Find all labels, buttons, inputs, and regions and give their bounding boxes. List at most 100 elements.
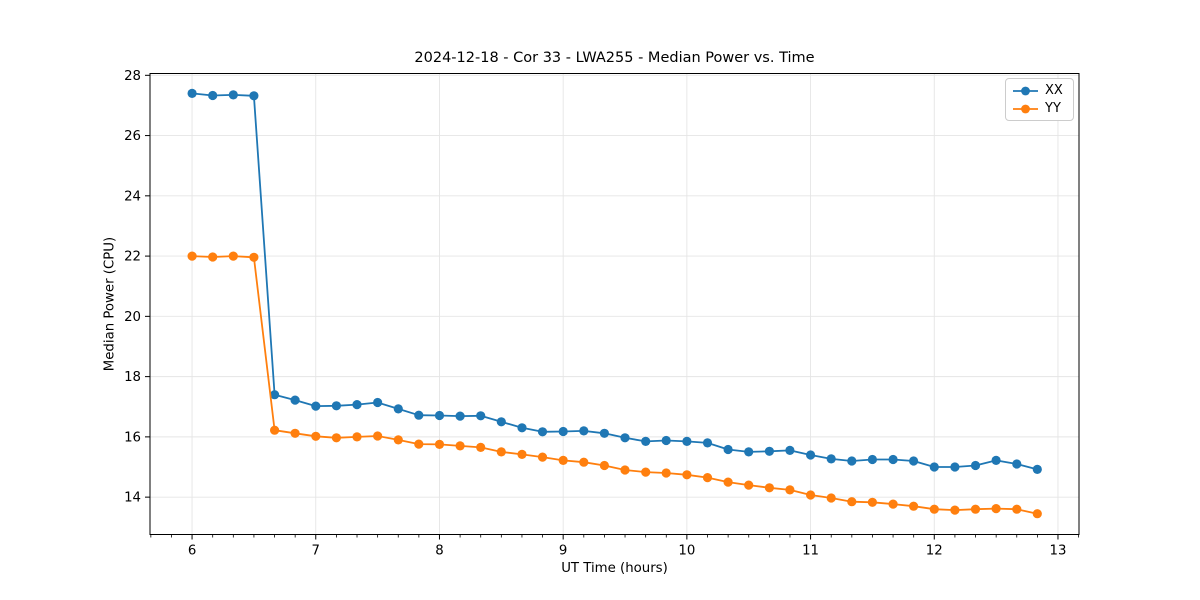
y-tick-label: 24: [124, 189, 141, 204]
y-tick-label: 20: [124, 310, 141, 325]
series-yy-point: [476, 442, 486, 452]
series-xx-point: [888, 454, 898, 465]
series-xx-point: [806, 450, 816, 460]
series-yy-point: [1032, 509, 1042, 519]
series-xx-point: [702, 438, 713, 448]
series-xx-point: [723, 444, 733, 455]
series-yy-point: [620, 465, 630, 475]
x-tick-label: 10: [678, 544, 695, 559]
series-yy-point: [579, 457, 589, 467]
series-yy-point: [352, 432, 362, 442]
series-xx-point: [352, 400, 362, 410]
series-yy-point: [950, 505, 960, 515]
series-xx-point: [1012, 459, 1022, 469]
y-tick-label: 18: [124, 370, 141, 385]
series-xx-point: [826, 454, 836, 464]
legend-item-yy: YY: [1013, 101, 1066, 116]
series-yy-point: [414, 439, 424, 449]
series-xx-point: [331, 401, 341, 411]
x-tick-label: 8: [435, 544, 443, 559]
series-yy-point: [331, 433, 341, 443]
series-xx-point: [579, 426, 589, 436]
x-axis-label: UT Time (hours): [561, 561, 668, 576]
series-yy-point: [744, 480, 754, 490]
series-yy-point: [970, 504, 981, 514]
chart-title: 2024-12-18 - Cor 33 - LWA255 - Median Po…: [414, 50, 815, 66]
series-yy-point: [517, 449, 527, 459]
legend: XX YY: [1005, 78, 1074, 121]
series-yy-point: [785, 485, 795, 495]
series-yy-point: [723, 477, 733, 487]
x-tick-label: 7: [312, 544, 320, 559]
series-xx-point: [373, 397, 383, 408]
series-xx-point: [764, 446, 775, 456]
legend-label-xx: XX: [1045, 83, 1063, 98]
x-tick-label: 6: [188, 544, 196, 559]
series-xx-point: [558, 426, 568, 437]
series-xx-point: [434, 410, 445, 421]
series-xx-point: [249, 91, 259, 101]
series-yy-line: [192, 255, 1038, 515]
series-yy-point: [929, 504, 939, 514]
y-tick-label: 16: [124, 430, 141, 445]
series-yy-point: [290, 428, 300, 438]
series-yy-point: [496, 447, 506, 457]
series-xx-line: [192, 92, 1038, 471]
series-xx-point: [290, 395, 300, 405]
series-xx-point: [228, 90, 238, 100]
series-xx-point: [311, 401, 321, 411]
series-yy-point: [187, 251, 197, 261]
series-yy-point: [228, 251, 238, 261]
series-xx-point: [682, 436, 692, 446]
series-xx-point: [1032, 464, 1042, 474]
series-yy-point: [434, 439, 445, 449]
series-yy-point: [847, 497, 857, 507]
series-xx-point: [393, 404, 403, 414]
series-yy-point: [641, 467, 651, 477]
series-yy-point: [311, 431, 321, 441]
series-xx-point: [270, 390, 280, 400]
series-xx-point: [414, 410, 424, 420]
series-xx-point: [496, 417, 506, 427]
series-xx-point: [785, 445, 795, 455]
series-xx-point: [517, 423, 527, 433]
series-yy-point: [682, 470, 692, 480]
series-yy-point: [393, 435, 403, 445]
series-yy-point: [661, 468, 671, 478]
series-yy-point: [826, 493, 836, 503]
series-xx-point: [208, 90, 218, 101]
series-xx-point: [455, 411, 465, 421]
series-xx-point: [641, 436, 651, 446]
series-xx-point: [537, 427, 548, 437]
series-yy-point: [702, 473, 713, 483]
x-tick-label: 9: [559, 544, 567, 559]
series-xx-point: [991, 455, 1001, 465]
legend-item-xx: XX: [1013, 83, 1066, 98]
x-tick-label: 12: [926, 544, 943, 559]
series-xx-point: [476, 411, 486, 421]
y-tick-label: 28: [124, 69, 141, 84]
series-xx-point: [847, 456, 857, 466]
x-tick-label: 11: [802, 544, 819, 559]
series-yy-point: [991, 504, 1001, 514]
series-xx-point: [620, 433, 630, 443]
legend-label-yy: YY: [1045, 101, 1061, 116]
series-yy-point: [208, 252, 218, 262]
series-xx-point: [909, 456, 919, 466]
y-axis-label-text: Median Power (CPU): [102, 236, 118, 372]
series-xx-point: [744, 447, 754, 457]
series-yy-point: [373, 431, 383, 441]
series-xx-point: [599, 428, 610, 438]
legend-line-marker-icon: [1013, 104, 1038, 113]
series-yy-point: [867, 497, 878, 507]
series-xx-point: [661, 435, 671, 446]
series-yy-point: [1012, 504, 1022, 514]
series-xx-point: [929, 462, 939, 472]
series-yy-point: [558, 455, 568, 465]
y-tick-label: 14: [124, 491, 141, 506]
series-yy-point: [249, 252, 259, 262]
y-tick-label: 26: [124, 129, 141, 144]
series-xx-point: [970, 460, 981, 471]
series-yy-point: [455, 441, 465, 451]
